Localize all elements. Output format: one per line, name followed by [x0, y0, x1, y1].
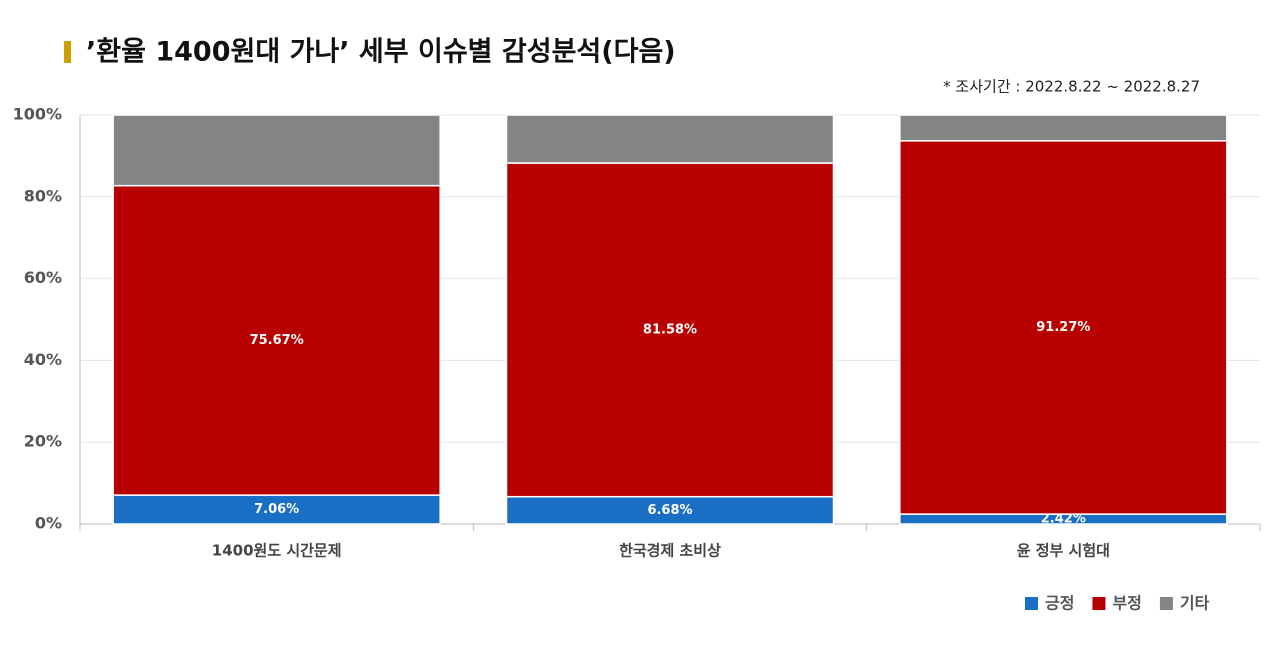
- legend-label: 기타: [1180, 594, 1210, 613]
- title-marker: [64, 41, 71, 63]
- y-tick-label: 40%: [24, 350, 62, 369]
- x-tick-label: 1400원도 시간문제: [212, 542, 342, 560]
- data-label: 81.58%: [643, 322, 697, 337]
- x-tick-label: 한국경제 초비상: [619, 542, 721, 560]
- chart-subtitle: * 조사기간 : 2022.8.22 ~ 2022.8.27: [943, 78, 1200, 96]
- y-tick-label: 20%: [24, 432, 62, 451]
- bar-segment: [899, 140, 1228, 515]
- x-tick-label: 윤 정부 시험대: [1017, 542, 1110, 560]
- y-tick-label: 100%: [13, 105, 62, 124]
- legend-swatch: [1025, 597, 1038, 610]
- data-label: 91.27%: [1036, 320, 1090, 335]
- bar-segment: [505, 114, 835, 164]
- bar-segment: [112, 114, 441, 187]
- y-tick-label: 0%: [35, 514, 62, 533]
- chart-title: ’환율 1400원대 가나’ 세부 이슈별 감성분석(다음): [86, 37, 676, 68]
- y-tick-label: 60%: [24, 268, 62, 287]
- data-label: 75.67%: [250, 333, 304, 348]
- legend-label: 긍정: [1045, 594, 1074, 613]
- bar-segment: [112, 184, 441, 496]
- legend-label: 부정: [1112, 594, 1141, 613]
- bar-segment: [899, 114, 1228, 142]
- legend-swatch: [1159, 597, 1173, 610]
- legend-swatch: [1092, 597, 1106, 610]
- y-tick-label: 80%: [24, 186, 62, 205]
- data-label: 6.68%: [647, 503, 692, 518]
- data-label: 2.42%: [1041, 512, 1086, 527]
- data-label: 7.06%: [254, 502, 299, 517]
- bar-segment: [112, 494, 441, 525]
